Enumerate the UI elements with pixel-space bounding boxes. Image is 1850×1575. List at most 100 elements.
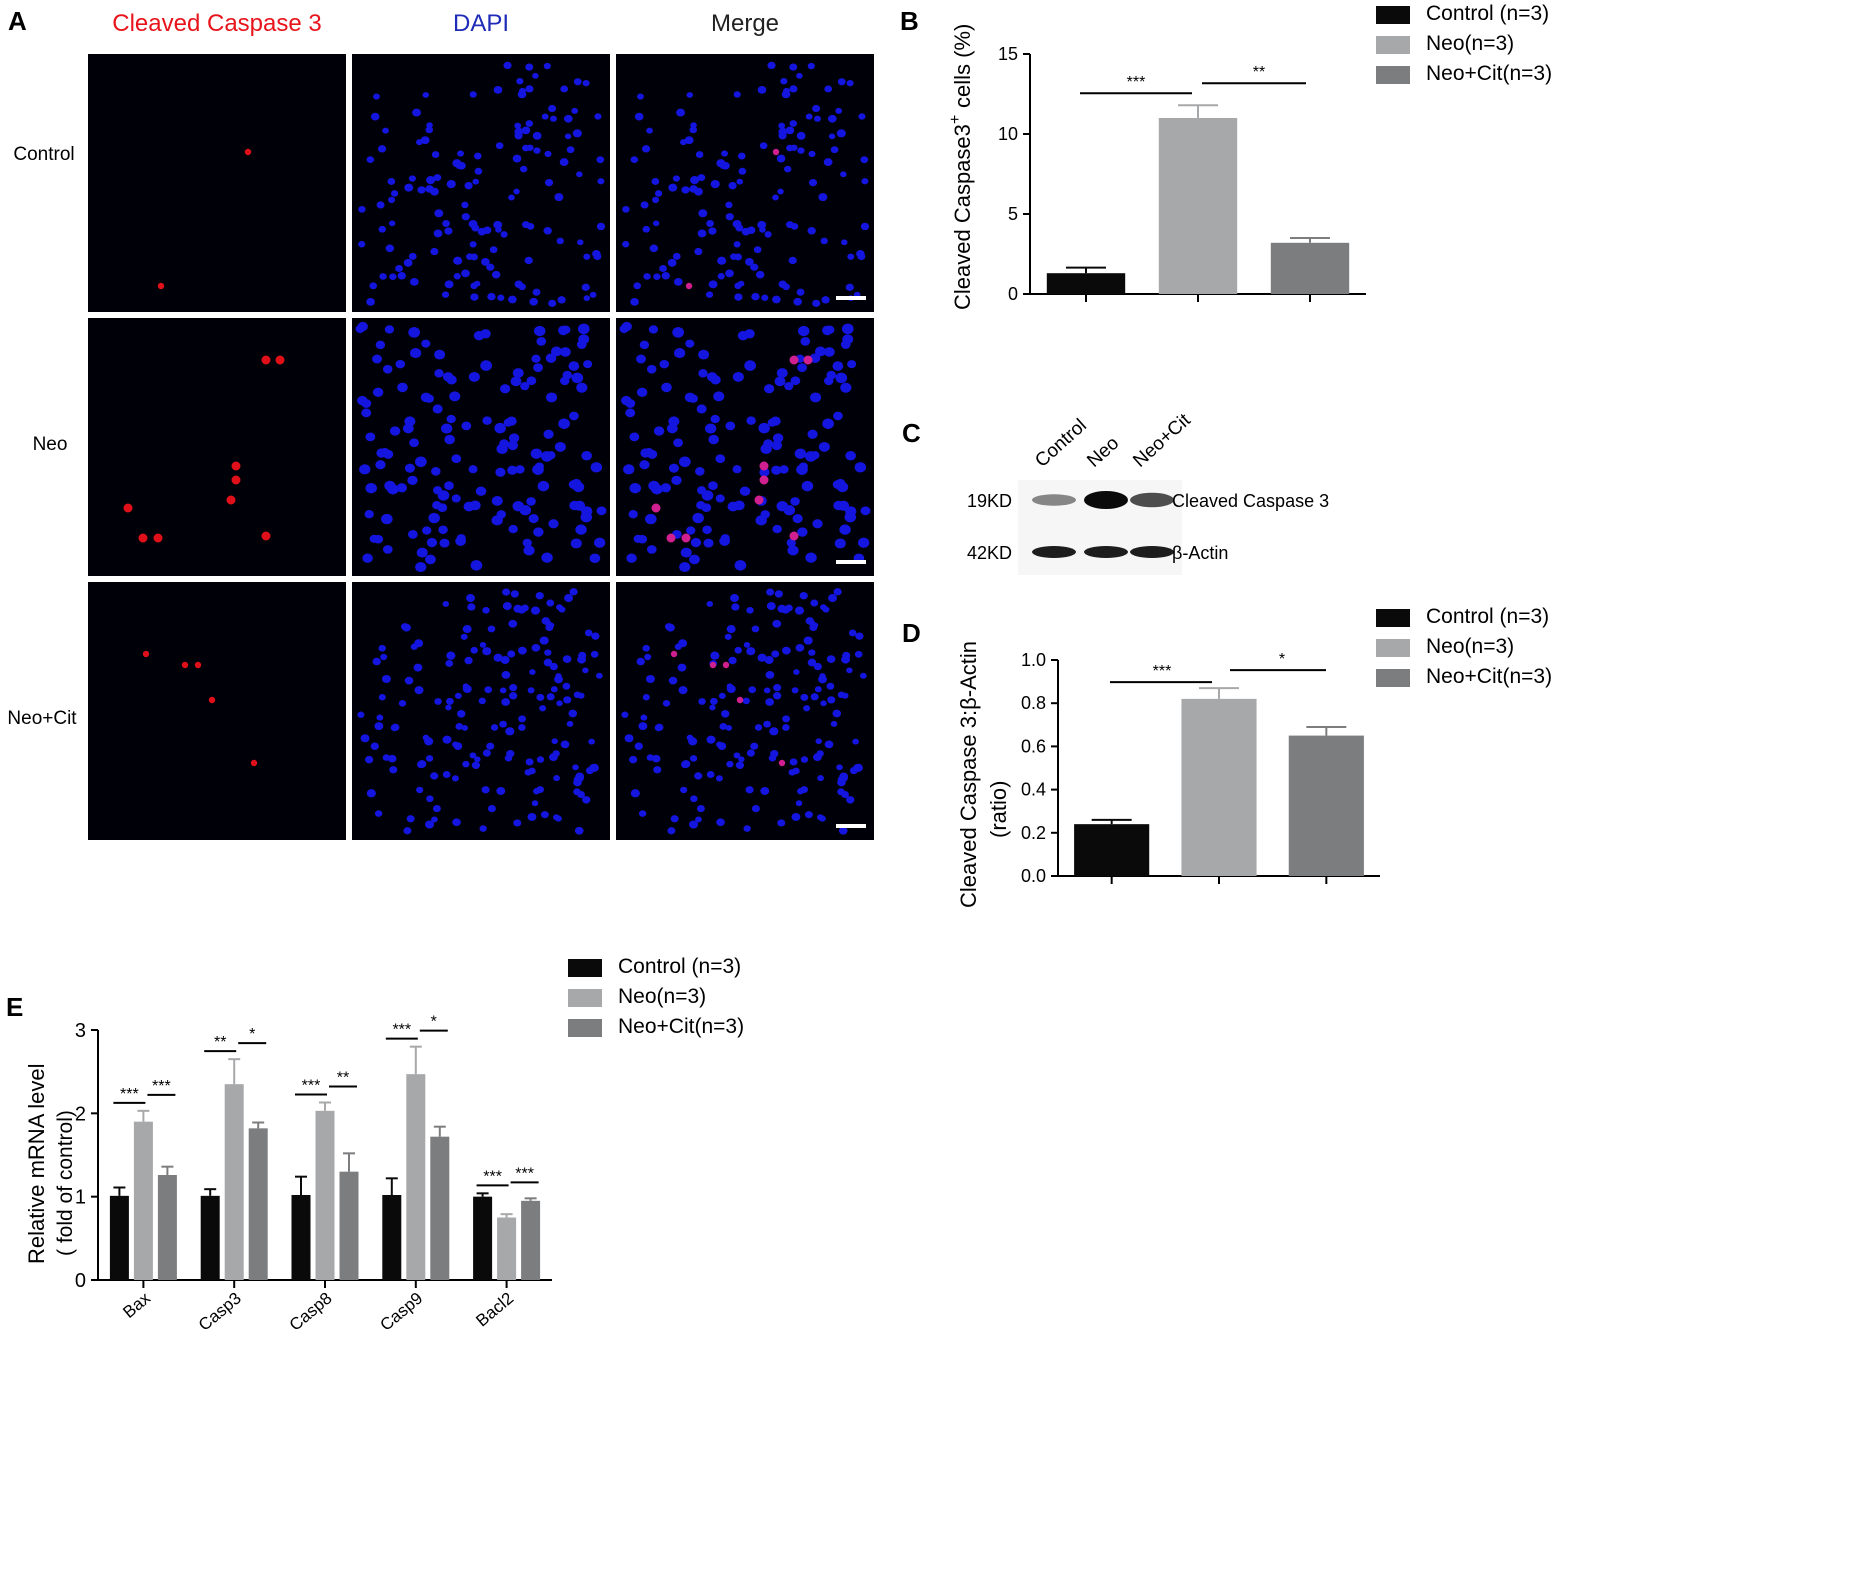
legend-swatch-neo-cit [1376,669,1410,687]
nucleus [596,222,606,231]
bar-casp8-1 [315,1110,335,1280]
nucleus [544,649,552,656]
nucleus [383,449,394,459]
nucleus [378,644,386,652]
legend-swatch-neo [568,989,602,1007]
nucleus [469,91,477,98]
nucleus [840,382,852,393]
nucleus [790,497,800,506]
nucleus [855,632,864,640]
nucleus [390,724,399,732]
nucleus [823,347,835,357]
nucleus [519,87,526,94]
nucleus [521,126,531,135]
bar-bacl2-1 [497,1217,517,1280]
bar-neo-cit [1288,735,1364,876]
nucleus [376,201,385,209]
nucleus [382,127,389,134]
nucleus [471,224,480,232]
nucleus [820,700,827,707]
nucleus [589,291,597,298]
nucleus [668,463,679,473]
micro-tile [352,54,610,312]
nucleus [789,120,798,127]
nucleus [395,359,406,369]
nucleus [487,292,496,301]
nucleus [638,810,647,817]
legend-item-neo-cit: Neo+Cit(n=3) [1376,62,1576,88]
nucleus [800,337,811,346]
nucleus [433,174,442,182]
nucleus [794,606,805,615]
nucleus [404,183,414,192]
nucleus [668,676,678,685]
nucleus [640,201,649,209]
significance-label: *** [1127,74,1146,91]
nucleus [835,372,848,384]
nucleus [403,258,413,267]
nucleus [402,423,414,434]
nucleus [480,360,493,371]
legend-label-neo: Neo(n=3) [1426,32,1515,55]
nucleus [776,368,788,378]
nucleus [428,512,440,524]
nucleus [773,684,782,692]
nucleus [761,294,769,301]
nucleus [588,738,595,745]
nucleus [442,601,450,607]
nucleus [630,156,639,164]
nucleus [777,604,787,613]
nucleus [732,371,744,382]
nucleus [514,127,524,136]
nucleus [846,667,853,674]
nucleus [548,299,557,307]
nucleus [590,462,603,473]
nucleus [689,554,700,565]
nucleus [541,552,553,563]
nucleus [445,704,452,711]
nucleus [489,246,498,254]
nucleus [826,655,836,663]
nucleus [841,239,848,246]
nucleus [594,113,602,120]
nucleus [355,324,365,334]
nucleus [678,456,691,468]
nucleus [807,658,817,667]
nucleus [837,500,850,511]
nucleus [533,325,546,337]
nucleus [660,483,671,493]
nucleus [596,506,607,516]
blot-band [1130,492,1174,508]
micro-tile [88,582,346,840]
nucleus [793,297,802,306]
nucleus [773,692,782,700]
panel-b-letter: B [900,6,919,36]
bar-neo [1158,118,1238,294]
col-header-dapi: DAPI [452,10,509,37]
nucleus [434,209,444,218]
nucleus [442,735,452,744]
apoptotic-cell [754,495,764,505]
nucleus [570,538,582,549]
nucleus [568,709,578,718]
col-header-merge: Merge [710,10,780,37]
nucleus [408,252,417,260]
bar-bax-2 [157,1175,177,1280]
nucleus [789,85,798,93]
nucleus [581,451,592,461]
nucleus [470,646,478,654]
legend-label-neo: Neo(n=3) [618,985,707,1008]
nucleus [548,519,559,529]
nucleus [439,538,450,548]
nucleus [734,560,747,571]
nucleus [744,360,757,371]
nucleus [842,651,851,660]
nucleus [432,404,443,414]
x-tick-label: Bacl2 [472,1289,517,1330]
nucleus [455,722,464,730]
nucleus [785,604,793,612]
nucleus [688,394,698,403]
nucleus [800,693,809,701]
nucleus [573,788,581,796]
nucleus [727,501,739,512]
